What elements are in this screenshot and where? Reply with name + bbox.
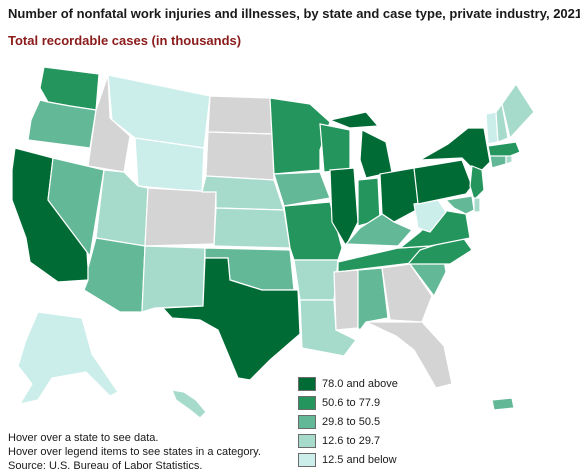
state-hi[interactable] <box>171 389 207 419</box>
state-ga[interactable] <box>381 263 433 323</box>
state-nd[interactable] <box>207 95 273 135</box>
note-hover-legend: Hover over legend items to see states in… <box>8 446 261 458</box>
state-nv[interactable] <box>47 157 105 258</box>
legend-swatch <box>298 376 316 391</box>
legend-label: 12.5 and below <box>322 453 397 466</box>
state-ma[interactable] <box>487 141 521 157</box>
legend-label: 50.6 to 77.9 <box>322 396 381 409</box>
state-de[interactable] <box>473 197 481 213</box>
state-md[interactable] <box>444 195 475 215</box>
legend-label: 29.8 to 50.5 <box>322 415 381 428</box>
legend-item-12-6-to-29-7[interactable]: 12.6 to 29.7 <box>298 431 398 450</box>
note-source: Source: U.S. Bureau of Labor Statistics. <box>8 460 203 472</box>
state-mi-upper[interactable] <box>327 111 380 129</box>
state-mi[interactable] <box>359 129 393 179</box>
map-title: Number of nonfatal work injuries and ill… <box>8 6 580 21</box>
legend-swatch <box>298 414 316 429</box>
legend-item-50-6-to-77-9[interactable]: 50.6 to 77.9 <box>298 393 398 412</box>
state-ar[interactable] <box>293 259 339 301</box>
legend-swatch <box>298 395 316 410</box>
legend-swatch <box>298 452 316 467</box>
legend-label: 12.6 to 29.7 <box>322 434 381 447</box>
map-subtitle: Total recordable cases (in thousands) <box>8 33 242 48</box>
state-pa[interactable] <box>413 159 473 205</box>
notes: Hover over a state to see data. Hover ov… <box>8 431 261 473</box>
state-sd[interactable] <box>205 131 275 181</box>
note-hover-state: Hover over a state to see data. <box>8 432 159 444</box>
state-fl[interactable] <box>365 321 453 389</box>
state-ks[interactable] <box>213 207 291 249</box>
state-me[interactable] <box>501 82 535 140</box>
state-ny[interactable] <box>419 127 491 171</box>
state-nj[interactable] <box>469 165 485 202</box>
state-ky[interactable] <box>344 213 413 247</box>
state-wy[interactable] <box>134 137 205 193</box>
legend: 78.0 and above 50.6 to 77.9 29.8 to 50.5… <box>298 374 398 469</box>
legend-item-12-5-and-below[interactable]: 12.5 and below <box>298 450 398 469</box>
state-la[interactable] <box>299 299 357 357</box>
state-co[interactable] <box>144 187 217 247</box>
legend-item-29-8-to-50-5[interactable]: 29.8 to 50.5 <box>298 412 398 431</box>
state-ia[interactable] <box>273 171 331 207</box>
legend-swatch <box>298 433 316 448</box>
state-nh[interactable] <box>495 102 509 143</box>
state-wi[interactable] <box>319 123 351 173</box>
state-il[interactable] <box>329 167 359 248</box>
legend-item-78-and-above[interactable]: 78.0 and above <box>298 374 398 393</box>
state-az[interactable] <box>83 237 146 313</box>
state-ak[interactable] <box>17 311 119 405</box>
state-tx[interactable] <box>161 257 301 381</box>
state-nm[interactable] <box>141 245 206 313</box>
state-pr[interactable] <box>491 397 515 411</box>
legend-label: 78.0 and above <box>322 377 398 390</box>
state-oh[interactable] <box>379 167 421 223</box>
state-ms[interactable] <box>333 269 359 331</box>
